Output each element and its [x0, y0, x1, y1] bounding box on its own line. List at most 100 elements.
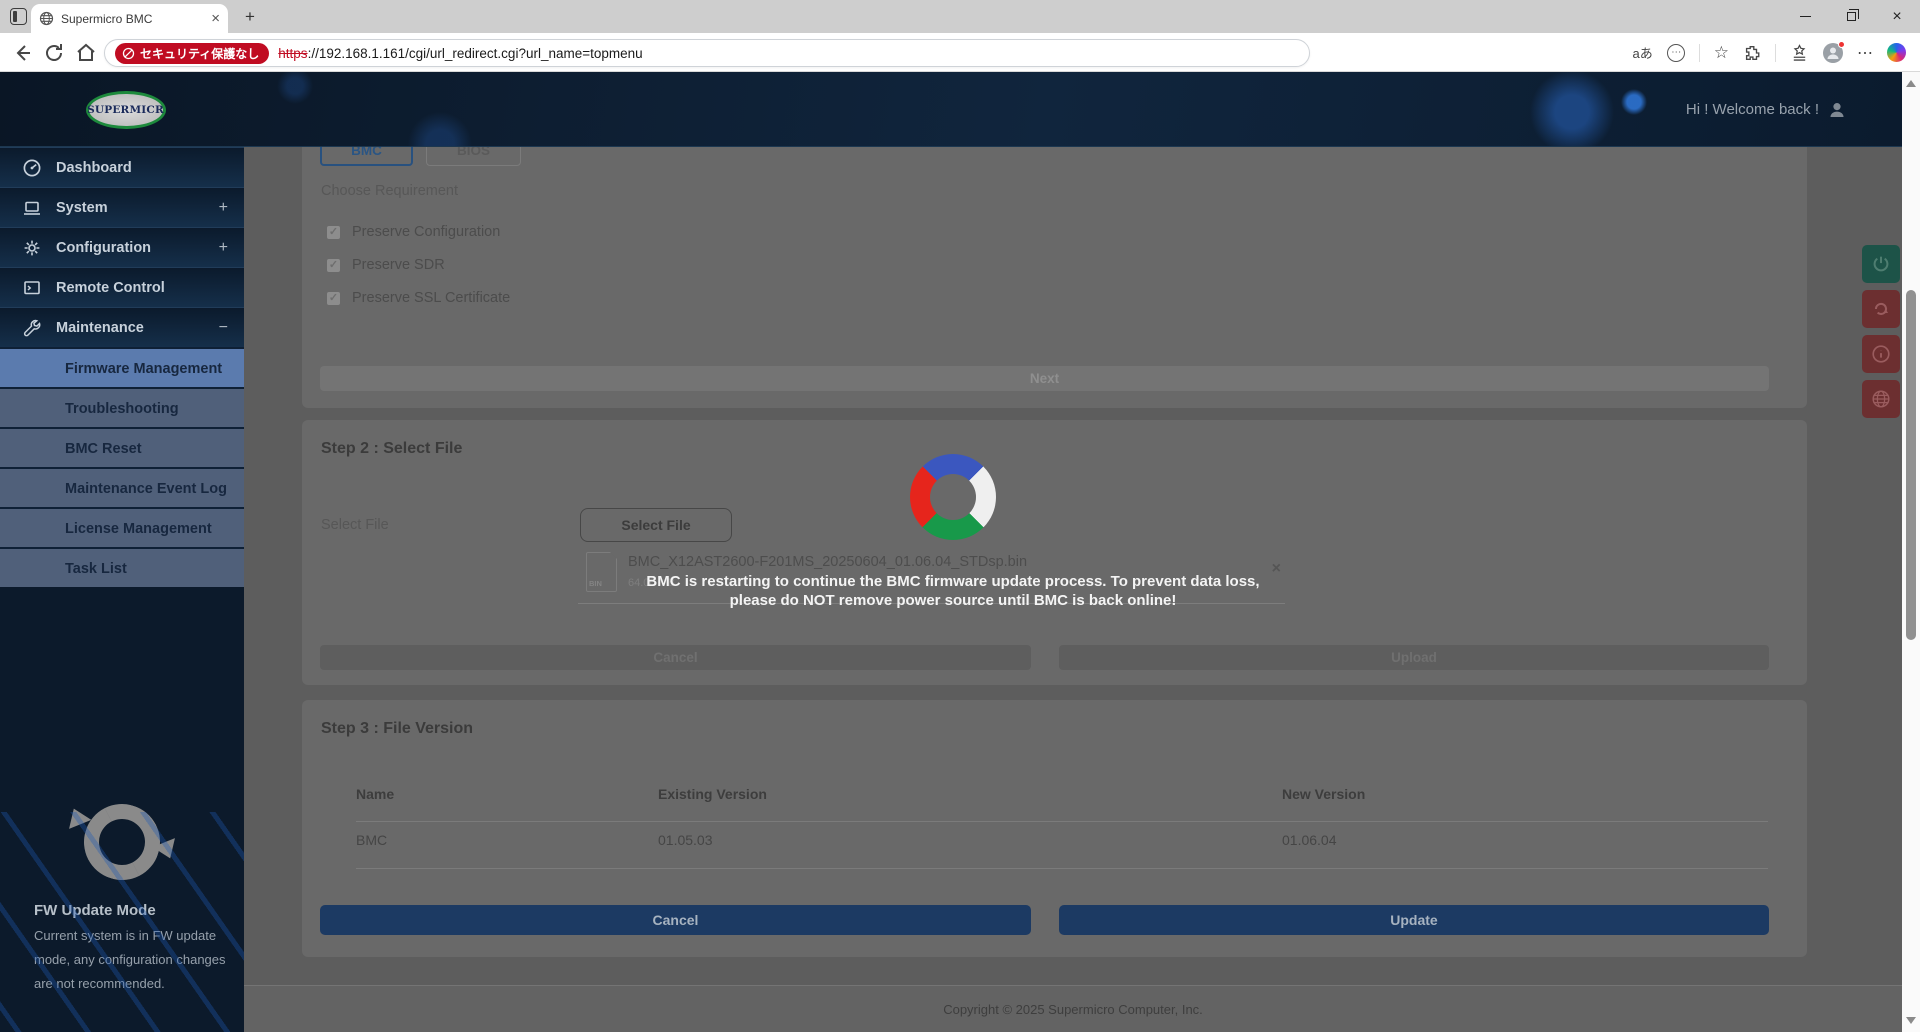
- browser-toolbar: セキュリティ保護なし https://192.168.1.161/cgi/url…: [0, 33, 1920, 72]
- copilot-icon[interactable]: [1887, 43, 1906, 62]
- security-badge[interactable]: セキュリティ保護なし: [115, 42, 270, 64]
- reset-button[interactable]: [1862, 290, 1900, 328]
- url-text: https://192.168.1.161/cgi/url_redirect.c…: [278, 46, 642, 61]
- welcome-area: Hi ! Welcome back !: [1686, 72, 1846, 147]
- sidebar-item-task-list[interactable]: Task List: [0, 547, 244, 587]
- col-header-existing-version: Existing Version: [658, 786, 767, 802]
- col-header-new-version: New Version: [1282, 786, 1366, 802]
- upload-button[interactable]: Upload: [1059, 645, 1769, 670]
- sidebar-item-configuration[interactable]: Configuration +: [0, 227, 244, 267]
- checkbox-label: Preserve SDR: [352, 257, 445, 273]
- address-bar[interactable]: セキュリティ保護なし https://192.168.1.161/cgi/url…: [104, 39, 1310, 67]
- refresh-icon[interactable]: [42, 41, 66, 65]
- restart-message-line2: please do NOT remove power source until …: [729, 592, 1177, 609]
- cell-new-version: 01.06.04: [1282, 832, 1337, 848]
- checkbox-checked-icon[interactable]: ✓: [327, 225, 340, 239]
- scroll-down-arrow-icon[interactable]: [1906, 1017, 1916, 1024]
- step3-panel: Step 3 : File Version Name Existing Vers…: [302, 700, 1807, 957]
- checkbox-label: Preserve SSL Certificate: [352, 290, 511, 306]
- sidebar-item-firmware-management[interactable]: Firmware Management: [0, 347, 244, 387]
- welcome-text: Hi ! Welcome back !: [1685, 101, 1819, 118]
- tab-title: Supermicro BMC: [61, 11, 153, 26]
- preserve-configuration-row: ✓ Preserve Configuration: [327, 224, 500, 240]
- bios-tab-button[interactable]: BIOS: [426, 147, 521, 166]
- sidebar-item-troubleshooting[interactable]: Troubleshooting: [0, 387, 244, 427]
- url-rest: ://192.168.1.161/cgi/url_redirect.cgi?ur…: [307, 45, 643, 61]
- tab-close-icon[interactable]: ×: [211, 10, 220, 27]
- info-button[interactable]: [1862, 335, 1900, 373]
- checkbox-label: Preserve Configuration: [352, 224, 501, 240]
- step2-heading: Step 2 : Select File: [321, 440, 463, 457]
- checkbox-checked-icon[interactable]: ✓: [327, 258, 340, 272]
- gear-icon: [22, 238, 42, 258]
- preserve-ssl-certificate-row: ✓ Preserve SSL Certificate: [327, 290, 510, 306]
- user-icon[interactable]: [1828, 101, 1846, 119]
- minimize-button[interactable]: [1782, 0, 1828, 33]
- next-button[interactable]: Next: [320, 366, 1769, 391]
- close-button[interactable]: ×: [1892, 7, 1902, 25]
- sidebar-item-bmc-reset[interactable]: BMC Reset: [0, 427, 244, 467]
- power-icon: [1873, 256, 1889, 272]
- language-button[interactable]: [1862, 380, 1900, 418]
- home-icon[interactable]: [74, 41, 98, 65]
- supermicro-logo[interactable]: SUPERMICR: [86, 91, 166, 129]
- sidebar-item-maintenance-event-log[interactable]: Maintenance Event Log: [0, 467, 244, 507]
- tab-strip: Supermicro BMC × + ×: [0, 0, 1920, 33]
- sidebar-item-label: Maintenance: [56, 319, 144, 336]
- extensions-icon[interactable]: [1743, 44, 1761, 62]
- power-button[interactable]: [1862, 245, 1900, 283]
- profile-avatar[interactable]: [1823, 40, 1845, 63]
- step1-panel: BMC BIOS Choose Requirement ✓ Preserve C…: [302, 147, 1807, 408]
- new-tab-button[interactable]: +: [245, 7, 255, 26]
- scroll-up-arrow-icon[interactable]: [1906, 80, 1916, 87]
- sidebar-item-system[interactable]: System +: [0, 187, 244, 227]
- vertical-scrollbar[interactable]: [1902, 72, 1920, 1032]
- fw-update-mode-text: mode, any configuration changes: [34, 952, 226, 967]
- sidebar-item-label: System: [56, 199, 108, 216]
- sidebar-item-dashboard[interactable]: Dashboard: [0, 147, 244, 187]
- sidebar-item-license-management[interactable]: License Management: [0, 507, 244, 547]
- sidebar-item-label: Dashboard: [56, 159, 132, 176]
- tab-actions-menu-icon[interactable]: [10, 8, 27, 25]
- sidebar-item-maintenance[interactable]: Maintenance −: [0, 307, 244, 347]
- bmc-tab-button[interactable]: BMC: [320, 147, 413, 166]
- collapse-minus-icon[interactable]: −: [218, 318, 228, 336]
- select-file-button[interactable]: Select File: [580, 508, 732, 542]
- cell-existing-version: 01.05.03: [658, 832, 713, 848]
- file-size: 64.00 MB: [628, 577, 676, 589]
- laptop-icon: [22, 198, 42, 218]
- toolbar-divider: [1775, 43, 1776, 62]
- restore-button[interactable]: [1828, 0, 1874, 33]
- settings-more-icon[interactable]: ⋯: [1857, 44, 1873, 62]
- back-icon[interactable]: [10, 41, 34, 65]
- notification-dot: [1838, 40, 1845, 48]
- sidebar: Dashboard System + Configuration + Remot…: [0, 147, 244, 1032]
- expand-plus-icon[interactable]: +: [218, 238, 228, 256]
- remove-file-icon[interactable]: ×: [1271, 560, 1281, 577]
- step2-cancel-button[interactable]: Cancel: [320, 645, 1031, 670]
- cell-name: BMC: [356, 832, 388, 848]
- step2-panel: Step 2 : Select File Select File Select …: [302, 420, 1807, 685]
- permissions-icon[interactable]: ⋯: [1666, 43, 1685, 62]
- terminal-icon: [22, 278, 42, 298]
- step3-cancel-button[interactable]: Cancel: [320, 905, 1031, 935]
- update-button[interactable]: Update: [1059, 905, 1769, 935]
- preserve-sdr-row: ✓ Preserve SDR: [327, 257, 445, 273]
- scrollbar-thumb[interactable]: [1906, 290, 1916, 640]
- sidebar-item-label: Configuration: [56, 239, 152, 256]
- restore-icon: [1846, 9, 1859, 21]
- file-type-badge: BIN: [589, 579, 602, 588]
- restart-message-line1: BMC is restarting to continue the BMC fi…: [646, 573, 1260, 590]
- main-content: BMC BIOS Choose Requirement ✓ Preserve C…: [244, 147, 1902, 1032]
- checkbox-checked-icon[interactable]: ✓: [327, 291, 340, 305]
- favorites-star-icon[interactable]: ☆: [1713, 42, 1729, 62]
- expand-plus-icon[interactable]: +: [218, 198, 228, 216]
- browser-tab[interactable]: Supermicro BMC ×: [31, 4, 228, 33]
- sidebar-item-remote-control[interactable]: Remote Control: [0, 267, 244, 307]
- table-divider: [356, 821, 1768, 822]
- collections-icon[interactable]: [1790, 43, 1809, 62]
- col-header-name: Name: [356, 786, 395, 802]
- wrench-icon: [22, 318, 42, 338]
- translate-icon[interactable]: aあ: [1632, 46, 1653, 61]
